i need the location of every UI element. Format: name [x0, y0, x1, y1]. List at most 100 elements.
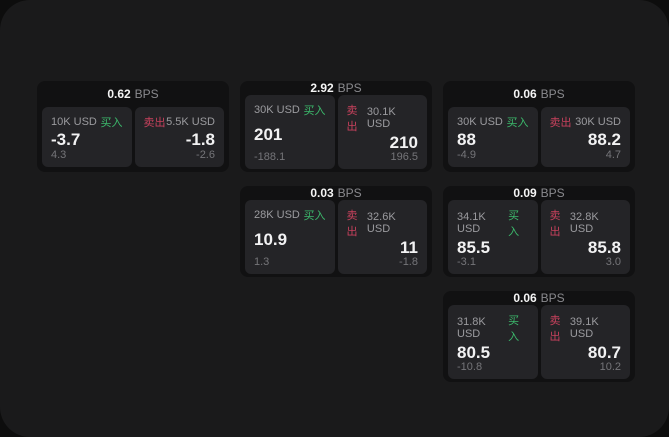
quote-card: 2.92 BPS 30K USD 买入 201 -188.1 卖出 30.1K …: [240, 81, 432, 172]
sell-panel[interactable]: 卖出 39.1K USD 80.7 10.2: [540, 305, 630, 379]
sell-side-label: 卖出: [549, 117, 572, 129]
sell-panel-header: 卖出 30K USD: [550, 114, 622, 130]
buy-panel-header: 31.8K USD 买入: [457, 312, 529, 344]
quote-card: 0.06 BPS 31.8K USD 买入 80.5 -10.8 卖出 39.1…: [443, 291, 635, 382]
sell-panel-header: 卖出 30.1K USD: [347, 102, 419, 134]
sell-notional: 5.5K USD: [166, 116, 215, 128]
bps-unit-label: BPS: [540, 87, 565, 101]
sell-side-label: 卖出: [346, 210, 358, 238]
bps-header: 0.03 BPS: [240, 186, 432, 200]
buy-side-label: 买入: [100, 117, 123, 129]
buy-notional: 34.1K USD: [457, 211, 486, 235]
sell-sub-value: 4.7: [605, 149, 621, 161]
bps-unit-label: BPS: [134, 87, 159, 101]
buy-side-label: 买入: [508, 210, 520, 238]
buy-price: 10.9: [254, 230, 288, 249]
quote-card-body: 31.8K USD 买入 80.5 -10.8 卖出 39.1K USD 80.…: [443, 305, 635, 382]
sell-sub-value: 10.2: [599, 361, 621, 373]
sell-notional: 30K USD: [575, 116, 621, 128]
bps-unit-label: BPS: [337, 186, 362, 200]
buy-sub-value: -4.9: [457, 149, 476, 161]
bps-header: 0.06 BPS: [443, 81, 635, 107]
buy-panel[interactable]: 30K USD 买入 88 -4.9: [448, 107, 538, 167]
quote-card: 0.06 BPS 30K USD 买入 88 -4.9 卖出 30K USD 8…: [443, 81, 635, 172]
quote-card-body: 30K USD 买入 201 -188.1 卖出 30.1K USD 210 1…: [240, 95, 432, 172]
buy-price: 80.5: [457, 343, 491, 362]
sell-price: 88.2: [587, 130, 621, 149]
bps-header: 0.09 BPS: [443, 186, 635, 200]
buy-side-label: 买入: [506, 117, 529, 129]
bps-value: 2.92: [310, 81, 334, 95]
bps-unit-label: BPS: [540, 186, 565, 200]
buy-notional: 30K USD: [457, 116, 503, 128]
sell-sub-value: 196.5: [390, 151, 418, 163]
buy-price: -3.7: [51, 130, 81, 149]
buy-price: 85.5: [457, 238, 491, 257]
quote-card-body: 28K USD 买入 10.9 1.3 卖出 32.6K USD 11 -1.8: [240, 200, 432, 277]
sell-sub-value: -1.8: [399, 256, 418, 268]
sell-price: 85.8: [587, 238, 621, 257]
bps-value: 0.06: [513, 87, 537, 101]
bps-value: 0.06: [513, 291, 537, 305]
sell-price: 210: [389, 133, 418, 152]
buy-panel[interactable]: 30K USD 买入 201 -188.1: [245, 95, 335, 169]
buy-sub-value: -3.1: [457, 256, 476, 268]
buy-panel[interactable]: 28K USD 买入 10.9 1.3: [245, 200, 335, 274]
sell-panel[interactable]: 卖出 30K USD 88.2 4.7: [540, 107, 630, 167]
buy-sub-value: 4.3: [51, 149, 67, 161]
quote-card: 0.62 BPS 10K USD 买入 -3.7 4.3 卖出 5.5K USD…: [37, 81, 229, 172]
sell-notional: 30.1K USD: [366, 106, 396, 130]
quote-card: 0.09 BPS 34.1K USD 买入 85.5 -3.1 卖出 32.8K…: [443, 186, 635, 277]
sell-side-label: 卖出: [143, 117, 166, 129]
buy-panel[interactable]: 34.1K USD 买入 85.5 -3.1: [448, 200, 538, 274]
sell-side-label: 卖出: [549, 315, 561, 343]
sell-panel-header: 卖出 32.6K USD: [347, 207, 419, 239]
sell-panel-header: 卖出 5.5K USD: [144, 114, 216, 130]
quote-card-body: 30K USD 买入 88 -4.9 卖出 30K USD 88.2 4.7: [443, 107, 635, 172]
buy-panel[interactable]: 31.8K USD 买入 80.5 -10.8: [448, 305, 538, 379]
buy-panel-header: 30K USD 买入: [457, 114, 529, 130]
bps-value: 0.62: [107, 87, 131, 101]
sell-side-label: 卖出: [346, 105, 358, 133]
buy-sub-value: -10.8: [457, 361, 483, 373]
bps-value: 0.09: [513, 186, 537, 200]
buy-panel-header: 30K USD 买入: [254, 102, 326, 118]
buy-sub-value: 1.3: [254, 256, 270, 268]
sell-panel-header: 卖出 39.1K USD: [550, 312, 622, 344]
bps-unit-label: BPS: [540, 291, 565, 305]
quote-card-grid: 0.62 BPS 10K USD 买入 -3.7 4.3 卖出 5.5K USD…: [37, 81, 635, 382]
sell-notional: 39.1K USD: [569, 316, 599, 340]
buy-panel[interactable]: 10K USD 买入 -3.7 4.3: [42, 107, 132, 167]
sell-panel[interactable]: 卖出 32.6K USD 11 -1.8: [337, 200, 427, 274]
buy-notional: 28K USD: [254, 209, 300, 221]
buy-price: 88: [457, 130, 476, 149]
quote-card-body: 34.1K USD 买入 85.5 -3.1 卖出 32.8K USD 85.8…: [443, 200, 635, 277]
bps-header: 0.06 BPS: [443, 291, 635, 305]
bps-header: 2.92 BPS: [240, 81, 432, 95]
sell-notional: 32.8K USD: [569, 211, 599, 235]
bps-unit-label: BPS: [337, 81, 362, 95]
buy-side-label: 买入: [508, 315, 520, 343]
buy-panel-header: 28K USD 买入: [254, 207, 326, 223]
bps-header: 0.62 BPS: [37, 81, 229, 107]
sell-notional: 32.6K USD: [366, 211, 396, 235]
sell-sub-value: -2.6: [196, 149, 215, 161]
sell-side-label: 卖出: [549, 210, 561, 238]
sell-panel[interactable]: 卖出 32.8K USD 85.8 3.0: [540, 200, 630, 274]
buy-notional: 10K USD: [51, 116, 97, 128]
buy-panel-header: 10K USD 买入: [51, 114, 123, 130]
buy-panel-header: 34.1K USD 买入: [457, 207, 529, 239]
buy-sub-value: -188.1: [254, 151, 286, 163]
sell-price: -1.8: [185, 130, 215, 149]
sell-price: 80.7: [587, 343, 621, 362]
sell-sub-value: 3.0: [605, 256, 621, 268]
sell-panel[interactable]: 卖出 5.5K USD -1.8 -2.6: [134, 107, 224, 167]
sell-panel[interactable]: 卖出 30.1K USD 210 196.5: [337, 95, 427, 169]
buy-notional: 30K USD: [254, 104, 300, 116]
buy-price: 201: [254, 125, 283, 144]
quote-card-body: 10K USD 买入 -3.7 4.3 卖出 5.5K USD -1.8 -2.…: [37, 107, 229, 172]
sell-price: 11: [400, 238, 418, 257]
quote-card: 0.03 BPS 28K USD 买入 10.9 1.3 卖出 32.6K US…: [240, 186, 432, 277]
buy-side-label: 买入: [303, 105, 326, 117]
